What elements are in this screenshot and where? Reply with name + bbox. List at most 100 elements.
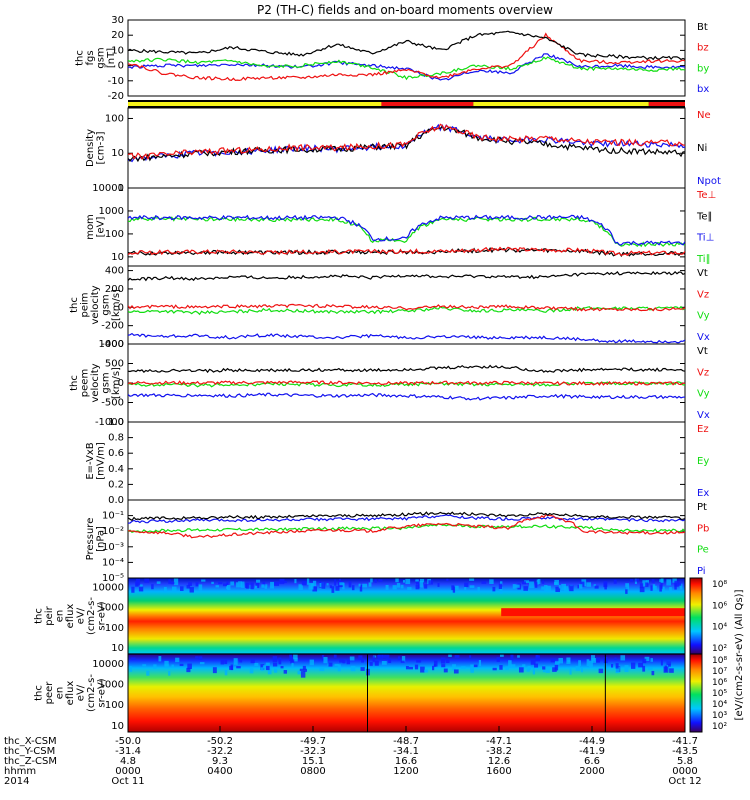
peer-noise bbox=[586, 659, 590, 667]
y-tick-label: 400 bbox=[105, 266, 124, 277]
peer-noise bbox=[388, 658, 392, 664]
panel-temp: 10 100 1000 10000 Te⊥ Te∥ Ti⊥ Ti∥ mom [eV] bbox=[85, 183, 716, 267]
peir-noise bbox=[536, 579, 539, 585]
peir-noise bbox=[131, 586, 135, 593]
ylabel-line: eflux bbox=[65, 604, 76, 629]
peer-noise bbox=[542, 666, 546, 670]
peir-noise bbox=[577, 584, 580, 589]
legend-Bt: Bt bbox=[697, 22, 708, 33]
peer-noise bbox=[530, 659, 536, 665]
pressure-line-Pe bbox=[128, 523, 685, 533]
peir-noise bbox=[195, 582, 199, 587]
peer-noise bbox=[642, 665, 646, 672]
x-row-label: thc_X-CSM bbox=[4, 736, 57, 747]
peir-noise bbox=[669, 587, 672, 593]
x-row-value: 0000 bbox=[672, 766, 697, 777]
x-row-value: -32.3 bbox=[300, 746, 326, 757]
peer-noise bbox=[142, 664, 147, 667]
peer-noise bbox=[414, 664, 419, 670]
peer-noise bbox=[433, 664, 436, 667]
panel-density: 1 10 100 Ne Ni Npot Density [cm-3] bbox=[85, 107, 721, 194]
peer-noise bbox=[518, 667, 524, 673]
pressure-frame bbox=[127, 499, 686, 579]
peir-noise bbox=[226, 584, 231, 591]
peir-noise bbox=[198, 584, 203, 591]
peer-noise bbox=[291, 662, 294, 669]
pressure-line-Pt bbox=[128, 511, 685, 522]
peir-noise bbox=[255, 581, 260, 588]
colorbar-label: 10⁴ bbox=[712, 700, 727, 710]
peir-noise bbox=[312, 586, 318, 592]
peer-noise bbox=[424, 669, 428, 673]
peer-noise bbox=[290, 656, 295, 664]
peem-line-Vx bbox=[128, 392, 685, 401]
peir-noise bbox=[400, 584, 404, 589]
density-line-Ne bbox=[128, 123, 685, 161]
peir-noise bbox=[138, 586, 144, 592]
peer-noise bbox=[492, 667, 497, 671]
peer-noise bbox=[591, 658, 597, 663]
panel-peir: 10 100 1000 10000 10² 10⁴ 10⁶ 10⁸ thc peir en eflux… bbox=[34, 577, 727, 655]
pressure-line-Pb bbox=[128, 514, 685, 539]
peer-noise bbox=[581, 667, 584, 673]
fgs-line-by bbox=[128, 56, 685, 81]
peir-noise bbox=[163, 586, 167, 593]
peir-noise bbox=[348, 581, 352, 588]
peir-noise bbox=[236, 582, 239, 588]
peer-noise bbox=[508, 660, 512, 668]
peer-noise bbox=[400, 660, 405, 663]
peem-line-Vy bbox=[128, 381, 685, 388]
density-traces bbox=[128, 123, 685, 163]
y-tick-label: 10⁻⁵ bbox=[102, 573, 124, 584]
peer-noise bbox=[224, 660, 228, 665]
peir-noise bbox=[477, 586, 480, 592]
peir-noise bbox=[498, 583, 503, 589]
peir-noise bbox=[529, 581, 534, 589]
peer-noise bbox=[567, 660, 571, 663]
peir-noise bbox=[241, 581, 245, 588]
peer-noise bbox=[262, 665, 267, 669]
y-tick-label: 10 bbox=[111, 148, 124, 159]
peer-noise bbox=[569, 668, 572, 675]
peer-noise bbox=[267, 667, 272, 675]
peir-noise bbox=[222, 583, 228, 587]
ylabel-line: thc bbox=[69, 375, 80, 391]
peer-noise bbox=[453, 669, 459, 674]
legend-bz: bz bbox=[697, 43, 709, 54]
peir-noise bbox=[230, 581, 235, 586]
y-tick-label: 1000 bbox=[99, 339, 124, 350]
peir-noise bbox=[201, 579, 206, 582]
peer-noise bbox=[378, 654, 383, 660]
peer-noise bbox=[186, 667, 191, 673]
peer-noise bbox=[591, 655, 595, 661]
peir-noise bbox=[625, 583, 629, 590]
panel-fgs: -20 -10 0 10 20 30 Bt bz by bx thc fgs gsm [nT] bbox=[74, 15, 709, 102]
peer-noise bbox=[473, 664, 478, 668]
x-row-value: 0800 bbox=[300, 766, 325, 777]
peir-noise bbox=[659, 584, 662, 592]
peer-noise bbox=[651, 670, 655, 676]
density-ylabel: Density [cm-3] bbox=[85, 129, 107, 167]
peer-ylabel: thc peer en eflux eV/(cm2-s-sr-eV) bbox=[34, 674, 108, 712]
peir-noise bbox=[261, 584, 265, 588]
legend-Ti∥: Ti∥ bbox=[696, 254, 711, 265]
peem-traces bbox=[128, 364, 685, 401]
peir-noise bbox=[351, 585, 355, 591]
y-tick-label: 1.0 bbox=[108, 417, 124, 428]
peer-noise bbox=[195, 656, 199, 659]
peer-noise bbox=[534, 663, 539, 668]
y-tick-label: 10 bbox=[111, 643, 124, 654]
ylabel-line: peim bbox=[80, 292, 91, 317]
panel-pressure: 10⁻⁵ 10⁻⁴ 10⁻³ 10⁻² 10⁻¹ Pt Pb Pe Pi Pressure [nPa… bbox=[85, 499, 709, 584]
legend-Ex: Ex bbox=[697, 488, 709, 499]
peir-noise bbox=[254, 585, 258, 589]
peir-noise bbox=[635, 578, 639, 582]
ylabel-line: fgs bbox=[85, 50, 96, 65]
peem-line-Vt bbox=[128, 364, 685, 374]
peir-noise bbox=[264, 586, 268, 589]
peir-noise bbox=[642, 580, 647, 587]
y-tick-label: 500 bbox=[105, 359, 124, 370]
temp-line-Te⊥ bbox=[128, 246, 685, 257]
peer-noise bbox=[647, 667, 653, 670]
